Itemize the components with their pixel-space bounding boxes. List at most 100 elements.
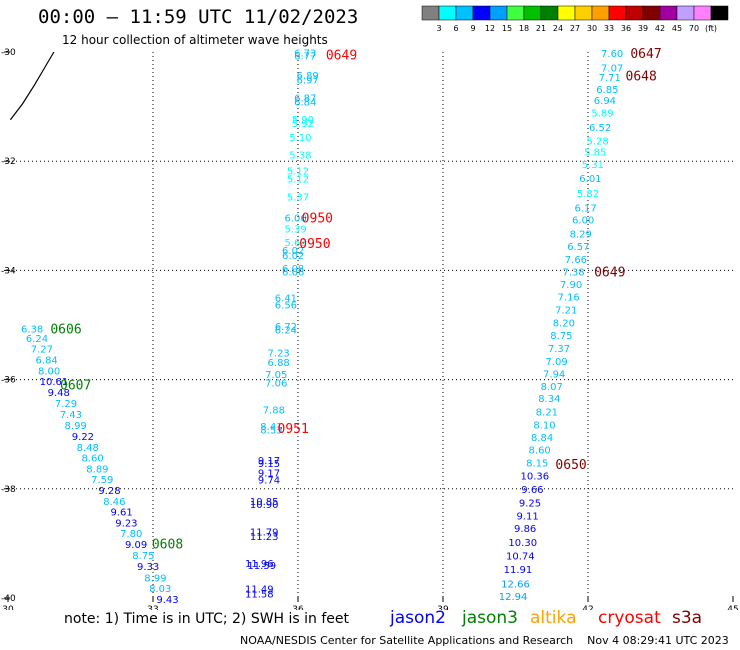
swh-label-jason3: 7.29 — [55, 399, 77, 410]
swh-label-jason2: 9.17 — [258, 468, 280, 479]
sat-label-s3a: s3a — [672, 608, 703, 628]
legend-label: 39 — [638, 24, 648, 33]
swh-label-s3a: 12.66 — [501, 579, 530, 590]
swh-label-jason3: 6.24 — [26, 334, 48, 345]
swh-label-s3a: 8.21 — [536, 407, 558, 418]
swh-label-s3a: 10.36 — [521, 472, 550, 483]
legend-label: 24 — [553, 24, 563, 33]
coastline — [9, 51, 55, 121]
swh-label-cryosat: 8.53 — [260, 425, 282, 436]
swh-label-cryosat: 7.23 — [268, 348, 290, 359]
swh-label-jason3: 8.48 — [77, 443, 99, 454]
swh-label-s3a: 6.52 — [589, 123, 611, 134]
swh-label-s3a: 7.94 — [543, 370, 565, 381]
pass-time-label: 0950 — [299, 237, 330, 252]
footer-credit: NOAA/NESDIS Center for Satellite Applica… — [240, 634, 729, 647]
swh-label-cryosat: 5.12 — [287, 166, 309, 177]
swh-label-cryosat: 6.97 — [297, 75, 319, 86]
swh-label-jason3: 9.61 — [110, 508, 132, 519]
swh-label-s3a: 9.66 — [521, 485, 543, 496]
swh-label-jason3: 9.23 — [115, 519, 137, 530]
swh-label-jason2: 11.49 — [245, 585, 274, 596]
swh-label-jason3: 9.22 — [72, 432, 94, 443]
swh-label-cryosat: 6.88 — [268, 358, 290, 369]
swh-label-jason3: 8.00 — [38, 366, 60, 377]
legend-label: 70 — [689, 24, 699, 33]
pass-time-label: 0608 — [152, 537, 183, 552]
legend-label: 3 — [436, 24, 441, 33]
y-tick-label: -30 — [1, 48, 16, 58]
legend-label: (ft) — [705, 24, 717, 33]
swh-label-jason3: 8.03 — [149, 584, 171, 595]
altimeter-map: -30-32-34-36-38-403033363942456.386.247.… — [1, 47, 739, 610]
swh-label-s3a: 6.01 — [579, 174, 601, 185]
x-tick-label: 39 — [437, 605, 449, 610]
chart-title: 00:00 – 11:59 UTC 11/02/2023 — [38, 6, 359, 28]
swh-label-jason2: 9.17 — [258, 456, 280, 467]
swh-label-cryosat: 5.90 — [292, 115, 314, 126]
note-text: note: 1) Time is in UTC; 2) SWH is in fe… — [64, 611, 350, 627]
swh-label-s3a: 7.60 — [601, 49, 623, 60]
swh-label-cryosat: 6.41 — [275, 294, 297, 305]
legend-label: 27 — [570, 24, 580, 33]
swh-label-s3a: 5.89 — [591, 109, 613, 120]
legend-label: 15 — [502, 24, 512, 33]
swh-label-cryosat: 6.72 — [275, 322, 297, 333]
swh-label-jason2: 9.15 — [258, 459, 280, 470]
swh-label-s3a: 8.34 — [538, 394, 560, 405]
swh-label-s3a: 5.28 — [587, 136, 609, 147]
x-tick-label: 36 — [292, 605, 304, 610]
sat-label-jason2: jason2 — [390, 608, 446, 628]
swh-label-s3a: 11.91 — [504, 565, 533, 576]
legend-label: 33 — [604, 24, 614, 33]
swh-label-cryosat: 8.41 — [260, 422, 282, 433]
swh-label-jason3: 8.99 — [144, 573, 166, 584]
y-tick-label: -32 — [1, 157, 16, 167]
swh-label-jason3: 9.33 — [137, 562, 159, 573]
x-tick-label: 45 — [727, 605, 738, 610]
swh-label-cryosat: 5.63 — [284, 238, 306, 249]
swh-label-s3a: 5.31 — [582, 160, 604, 171]
swh-label-s3a: 8.07 — [541, 382, 563, 393]
swh-label-cryosat: 7.05 — [265, 370, 287, 381]
swh-label-s3a: 7.71 — [599, 73, 621, 84]
swh-label-s3a: 12.94 — [499, 592, 528, 603]
swh-label-jason3: 9.43 — [156, 595, 178, 606]
swh-label-jason2: 11.79 — [250, 527, 279, 538]
pass-time-label: 0650 — [555, 458, 586, 473]
swh-label-jason2: 11.59 — [247, 561, 276, 572]
swh-label-s3a: 8.15 — [526, 459, 548, 470]
swh-label-cryosat: 5.38 — [289, 151, 311, 162]
pass-time-label: 0647 — [630, 47, 661, 62]
swh-label-s3a: 5.82 — [577, 189, 599, 200]
swh-label-cryosat: 5.92 — [292, 119, 314, 130]
swh-label-cryosat: 6.02 — [282, 251, 304, 262]
swh-label-jason2: 11.58 — [245, 590, 274, 601]
swh-label-cryosat: 6.87 — [294, 93, 316, 104]
footer-credit-text: NOAA/NESDIS Center for Satellite Applica… — [240, 634, 574, 647]
sat-label-cryosat: cryosat — [598, 608, 661, 628]
footer-timestamp: Nov 4 08:29:41 UTC 2023 — [587, 634, 729, 647]
legend-label: 36 — [621, 24, 631, 33]
swh-label-s3a: 10.74 — [506, 551, 535, 562]
swh-label-jason3: 7.59 — [91, 475, 113, 486]
swh-label-jason3: 8.75 — [132, 551, 154, 562]
swh-label-jason3: 9.28 — [98, 486, 120, 497]
legend-label: 21 — [536, 24, 546, 33]
swh-label-cryosat: 6.24 — [275, 325, 297, 336]
swh-label-s3a: 7.37 — [548, 344, 570, 355]
swh-label-jason3: 8.46 — [103, 497, 125, 508]
swh-label-jason2: 10.90 — [250, 500, 279, 511]
y-tick-label: -36 — [1, 376, 16, 386]
swh-label-s3a: 8.75 — [550, 331, 572, 342]
color-scale-legend: 3 6 9 12 15 18 21 24 27 30 33 36 39 42 45 70 (ft) — [421, 5, 729, 33]
swh-label-cryosat: 6.73 — [294, 49, 316, 60]
pass-time-label: 0649 — [326, 49, 357, 64]
swh-label-cryosat: 5.10 — [289, 133, 311, 144]
legend-label: 18 — [519, 24, 529, 33]
swh-label-s3a: 8.60 — [529, 445, 551, 456]
swh-label-jason2: 11.23 — [250, 532, 279, 543]
legend-label: 42 — [655, 24, 665, 33]
pass-time-label: 0648 — [626, 69, 657, 84]
y-tick-label: -34 — [1, 266, 16, 276]
